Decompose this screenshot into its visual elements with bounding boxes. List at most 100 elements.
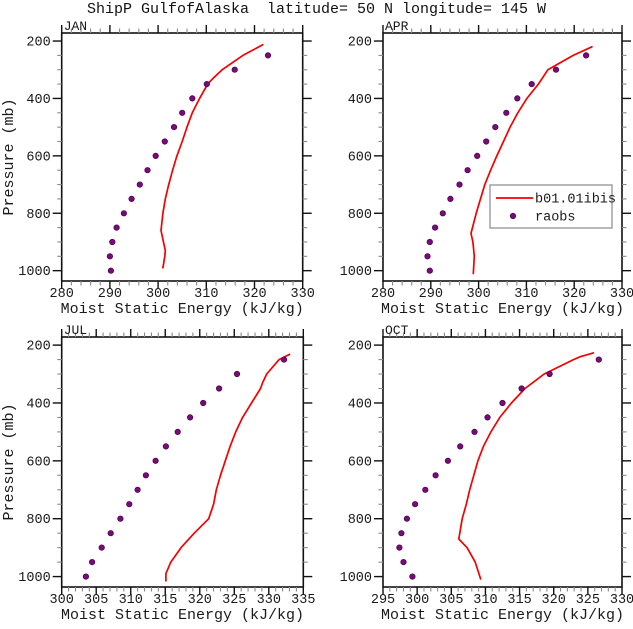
raobs-point [280,356,288,363]
legend-box [489,184,613,229]
raobs-point [396,544,403,551]
raobs-point [518,385,525,392]
month-label: APR [385,19,409,34]
y-tick-label: 1000 [340,265,372,280]
raobs-point [424,253,431,260]
raobs-point [170,124,178,131]
x-tick-label: 325 [576,593,600,608]
y-axis-ticks: 200 400 600 800 1000 [340,340,631,586]
raobs-point [200,399,207,407]
y-tick-label: 800 [26,208,50,223]
raobs-point [484,414,491,421]
raobs-point [483,138,490,145]
raobs-point [400,558,407,566]
y-tick-label: 600 [348,150,372,165]
y-tick-label: 200 [348,340,372,355]
model-line [165,353,291,582]
raobs-point [474,152,481,159]
raobs-point [134,486,141,493]
raobs-point [161,138,168,145]
raobs-point [89,558,96,566]
x-tick-label: 280 [50,287,74,302]
model-line [457,352,595,580]
x-tick-label: 300 [466,287,490,302]
plot-frame [382,32,623,282]
plot-frame [60,32,304,282]
y-tick-label: 800 [348,513,372,528]
raobs-point [426,267,433,274]
y-axis-label: Pressure (mb) [1,403,18,520]
y-tick-label: 200 [348,36,372,51]
x-tick-label: 325 [222,593,246,608]
raobs-point [126,501,133,508]
raobs-point [107,530,114,537]
legend-dot-sample [509,212,517,220]
y-tick-label: 1000 [18,571,50,586]
x-tick-label: 330 [291,287,315,302]
y-tick-label: 400 [348,397,372,412]
raobs-point [144,167,151,174]
raobs-point [107,267,115,274]
raobs-point [426,238,433,246]
x-tick-label: 320 [562,287,586,302]
raobs-points [396,356,602,580]
x-tick-label: 310 [473,593,497,608]
y-tick-label: 600 [348,455,372,470]
x-tick-label: 290 [419,287,443,302]
raobs-point [411,501,419,508]
legend-label: raobs [535,211,576,226]
x-tick-label: 315 [507,593,531,608]
raobs-points [424,52,590,274]
raobs-point [187,414,194,421]
plot-frame [60,336,305,588]
x-tick-label: 315 [153,593,177,608]
raobs-points [106,52,272,274]
x-axis-ticks: 295 300 305 310 315 320 325 330 [371,329,633,608]
raobs-point [179,109,186,116]
month-label: OCT [385,323,409,338]
raobs-point [528,81,535,88]
y-tick-label: 1000 [340,571,372,586]
raobs-point [546,370,553,378]
raobs-point [120,210,128,217]
raobs-point [398,530,405,537]
plot-frame [382,336,623,588]
y-tick-label: 800 [348,208,372,223]
x-axis-label: Moist Static Energy (kJ/kg) [381,301,624,318]
raobs-point [471,428,478,435]
panel-jul: 300 305 310 315 320 325 330 335 200 400 600 800 1000… [1,323,315,624]
x-tick-label: 320 [242,287,266,302]
raobs-point [499,399,506,407]
panel-apr: 280 290 300 310 320 330 200 400 600 800 1000 APR Moi… [340,19,633,318]
raobs-point [113,224,120,231]
y-tick-label: 400 [26,397,50,412]
raobs-point [464,167,471,174]
x-tick-label: 300 [146,287,170,302]
x-axis-ticks: 280 290 300 310 320 330 [50,25,315,302]
raobs-point [431,224,439,231]
model-line [470,45,593,275]
x-tick-label: 300 [50,593,74,608]
x-axis-label: Moist Static Energy (kJ/kg) [61,301,304,318]
raobs-point [231,66,238,73]
y-tick-label: 800 [26,513,50,528]
raobs-point [136,181,143,188]
x-tick-label: 310 [119,593,143,608]
x-tick-label: 335 [291,593,315,608]
raobs-point [109,238,116,246]
month-label: JAN [64,19,87,34]
raobs-point [432,472,439,479]
raobs-point [189,95,196,102]
raobs-point [514,95,521,102]
raobs-point [174,428,181,435]
raobs-point [128,195,135,202]
x-axis-ticks: 280 290 300 310 320 330 [371,25,633,302]
raobs-point [456,181,463,188]
y-tick-label: 200 [26,340,50,355]
raobs-point [142,472,149,479]
x-tick-label: 300 [405,593,429,608]
y-tick-label: 200 [26,36,50,51]
raobs-point [152,152,159,159]
x-tick-label: 305 [439,593,463,608]
